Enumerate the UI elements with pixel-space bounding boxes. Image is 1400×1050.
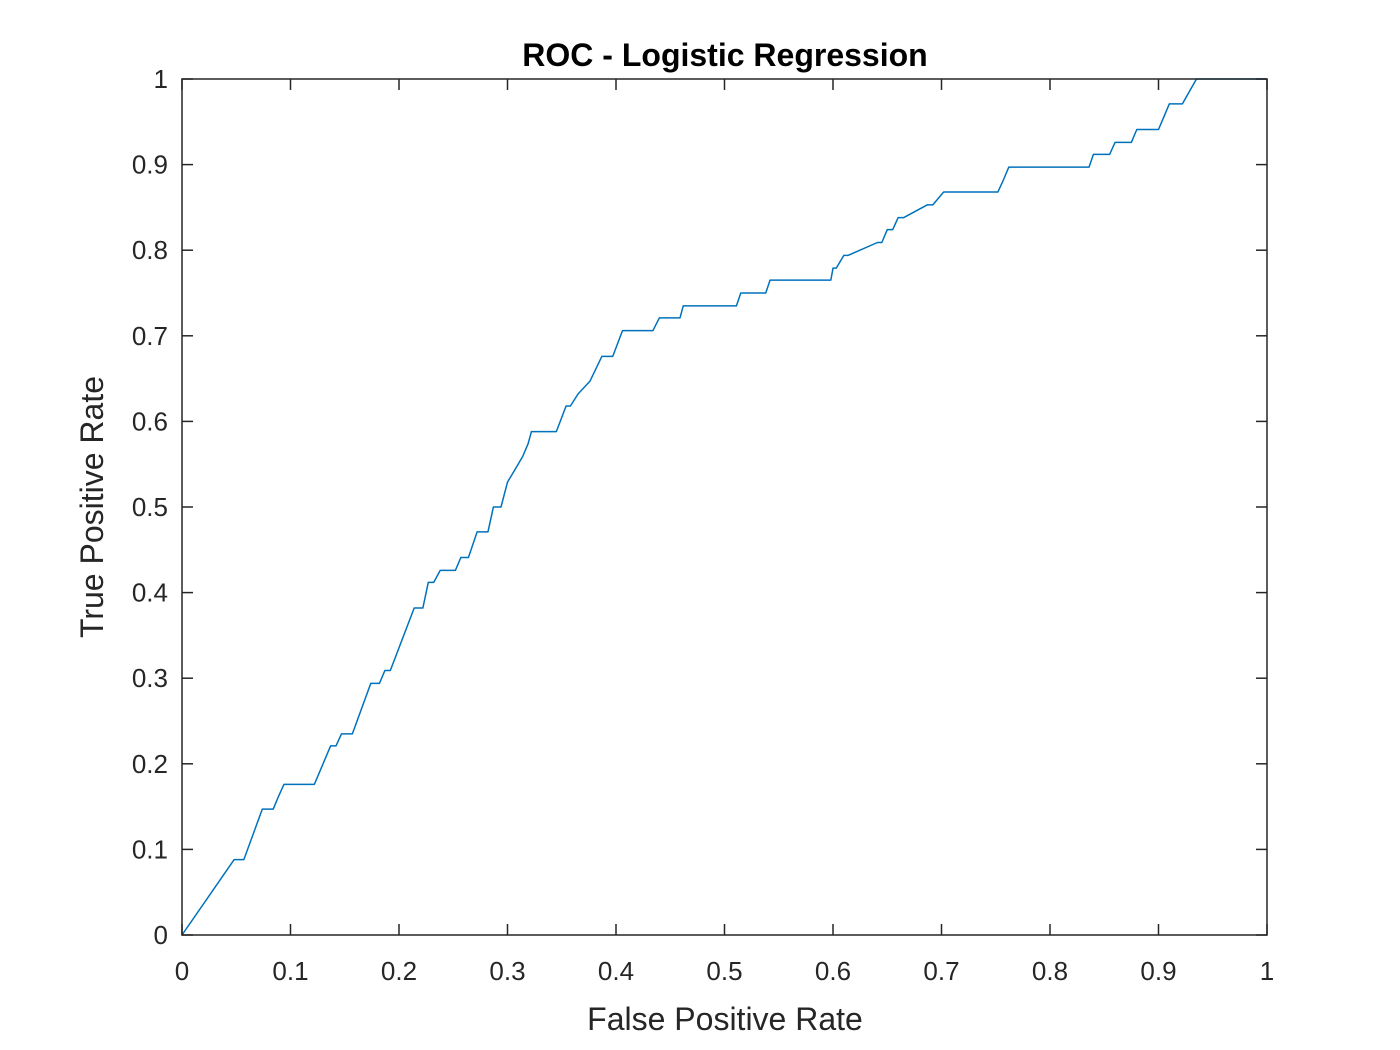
y-tick-label: 0.2 [132,749,168,779]
y-tick-label: 0.1 [132,834,168,864]
x-axis-label: False Positive Rate [587,1001,863,1037]
y-tick-label: 0.4 [132,578,168,608]
x-axis-ticks: 0 0.1 0.2 0.3 0.4 0.5 0.6 0.7 0.8 0.9 1 [175,79,1274,986]
y-tick-label: 0 [154,920,168,950]
roc-curve-line [181,78,1267,936]
x-tick-label: 0.2 [381,956,417,986]
series-group [181,78,1267,936]
y-tick-label: 0.8 [132,235,168,265]
x-tick-label: 0.5 [706,956,742,986]
y-tick-label: 1 [154,64,168,94]
x-tick-label: 0.6 [815,956,851,986]
chart-title: ROC - Logistic Regression [522,37,927,73]
x-tick-label: 0.4 [598,956,634,986]
y-tick-label: 0.5 [132,492,168,522]
y-tick-label: 0.9 [132,150,168,180]
x-tick-label: 0.3 [489,956,525,986]
x-tick-label: 0.8 [1032,956,1068,986]
y-axis-ticks: 0 0.1 0.2 0.3 0.4 0.5 0.6 0.7 0.8 0.9 1 [132,64,1267,950]
x-tick-label: 0.1 [272,956,308,986]
x-tick-label: 0.9 [1140,956,1176,986]
x-tick-label: 0 [175,956,189,986]
y-tick-label: 0.6 [132,406,168,436]
x-tick-label: 0.7 [923,956,959,986]
y-axis-label: True Positive Rate [74,376,110,638]
y-tick-label: 0.3 [132,663,168,693]
y-tick-label: 0.7 [132,321,168,351]
x-tick-label: 1 [1260,956,1274,986]
